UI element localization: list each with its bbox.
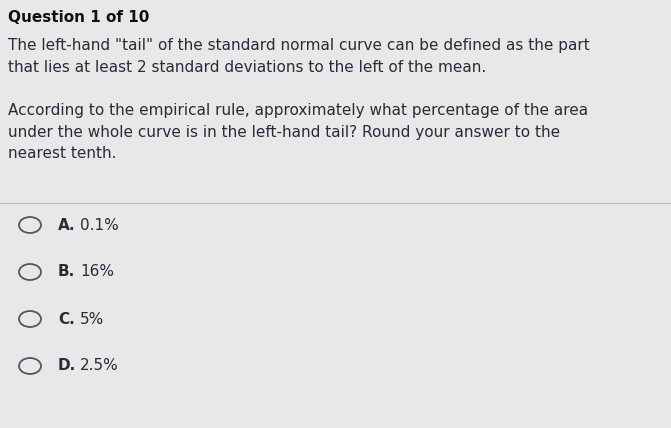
- Text: 2.5%: 2.5%: [80, 359, 119, 374]
- Text: D.: D.: [58, 359, 76, 374]
- Text: Question 1 of 10: Question 1 of 10: [8, 10, 150, 25]
- Text: According to the empirical rule, approximately what percentage of the area
under: According to the empirical rule, approxi…: [8, 103, 588, 161]
- Text: 16%: 16%: [80, 265, 114, 279]
- Text: B.: B.: [58, 265, 75, 279]
- Text: 0.1%: 0.1%: [80, 217, 119, 232]
- Text: 5%: 5%: [80, 312, 104, 327]
- Text: C.: C.: [58, 312, 74, 327]
- Text: A.: A.: [58, 217, 76, 232]
- Text: The left-hand "tail" of the standard normal curve can be defined as the part
tha: The left-hand "tail" of the standard nor…: [8, 38, 590, 74]
